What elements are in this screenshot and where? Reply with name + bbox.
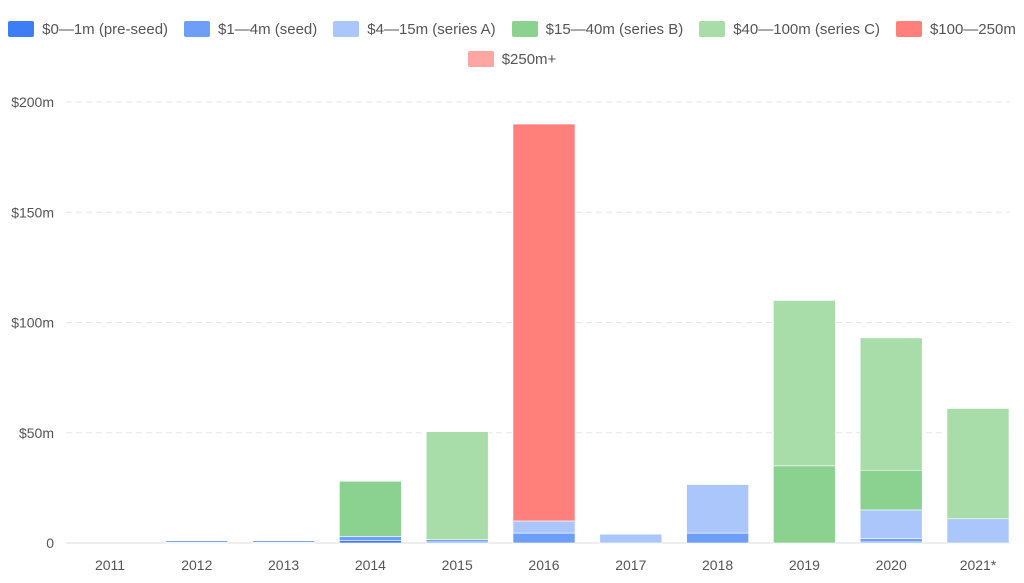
legend-swatch-series-a: [333, 21, 360, 37]
x-axis-ticks: 2011 2012 2013 2014 2015 2016 2017 2018 2019 2020…: [95, 557, 997, 573]
legend-label-100-250m: $100—250m: [929, 20, 1016, 38]
x-tick-label: 2016: [528, 557, 559, 573]
bar-2021-seriesC[interactable]: [946, 408, 1010, 520]
legend-label-seed: $1—4m (seed): [218, 20, 318, 38]
legend-item-250m-plus[interactable]: $250m+: [467, 50, 557, 68]
bar-2019-seriesC[interactable]: [773, 300, 836, 467]
bar-2012-seed[interactable]: [165, 540, 229, 543]
legend-swatch-series-c: [699, 21, 726, 37]
x-tick-label: 2019: [789, 557, 820, 573]
bar-2020-seriesC[interactable]: [859, 337, 923, 471]
x-tick-label: 2020: [876, 557, 907, 573]
legend-label-series-c: $40—100m (series C): [733, 20, 880, 38]
legend-label-series-b: $15—40m (series B): [545, 20, 684, 38]
x-tick-label: 2021*: [960, 557, 997, 573]
y-tick-label: $200m: [11, 94, 54, 110]
legend-item-preseed[interactable]: $0—1m (pre-seed): [8, 21, 168, 38]
legend-swatch-100-250m: [895, 21, 922, 37]
bar-2020-seriesA[interactable]: [859, 509, 923, 539]
legend-row-1: $0—1m (pre-seed) $1—4m (seed) $4—15m (se…: [0, 14, 1024, 44]
legend-swatch-series-b: [511, 21, 538, 37]
legend-label-preseed: $0—1m (pre-seed): [42, 20, 169, 38]
x-tick-label: 2017: [615, 557, 646, 573]
bar-2013-seed[interactable]: [252, 540, 315, 543]
bar-2020-seriesB[interactable]: [859, 469, 923, 511]
y-tick-label: $100m: [11, 315, 54, 331]
x-tick-label: 2014: [355, 557, 386, 573]
legend-label-series-a: $4—15m (series A): [367, 20, 496, 38]
legend-swatch-250m-plus: [467, 51, 494, 67]
bar-2016-seed[interactable]: [512, 532, 576, 544]
bar-2014-seriesB[interactable]: [339, 480, 402, 537]
legend-item-series-b[interactable]: $15—40m (series B): [511, 20, 684, 38]
legend-label-250m-plus: $250m+: [501, 50, 557, 68]
bar-2016-b100_250[interactable]: [512, 123, 576, 522]
x-tick-label: 2018: [702, 557, 733, 573]
legend-swatch-preseed: [8, 21, 35, 37]
x-tick-label: 2015: [442, 557, 473, 573]
legend-row-2: $250m+: [0, 44, 1024, 74]
legend-item-100-250m[interactable]: $100—250m: [895, 20, 1016, 38]
bar-2014-preseed[interactable]: [339, 540, 402, 544]
bar-2018-seriesA[interactable]: [686, 484, 749, 534]
legend-swatch-seed: [184, 21, 211, 37]
bar-2017-seriesA[interactable]: [599, 533, 663, 544]
bar-2018-seed[interactable]: [686, 532, 749, 544]
x-tick-label: 2011: [95, 557, 125, 573]
legend-item-series-c[interactable]: $40—100m (series C): [699, 21, 880, 38]
x-tick-label: 2012: [181, 557, 212, 573]
bar-2019-seriesB[interactable]: [773, 465, 836, 544]
legend-item-series-a[interactable]: $4—15m (series A): [333, 20, 496, 38]
y-tick-label: $150m: [11, 204, 54, 220]
y-tick-label: $50m: [19, 425, 54, 441]
bar-2021-seriesA[interactable]: [946, 518, 1010, 544]
legend-item-seed[interactable]: $1—4m (seed): [184, 21, 317, 38]
x-tick-label: 2013: [268, 557, 299, 573]
bar-2015-seriesC[interactable]: [425, 431, 489, 540]
bar-2014-seed[interactable]: [339, 536, 402, 541]
y-axis-ticks: 0 $50m $100m $150m $200m: [11, 94, 54, 551]
bar-2015-seed[interactable]: [425, 539, 489, 543]
chart-legend: $0—1m (pre-seed) $1—4m (seed) $4—15m (se…: [0, 14, 1024, 74]
bar-2016-seriesA[interactable]: [512, 520, 576, 534]
bars: [165, 123, 1010, 544]
y-tick-label: 0: [46, 535, 54, 551]
bar-2020-seed[interactable]: [859, 538, 923, 543]
